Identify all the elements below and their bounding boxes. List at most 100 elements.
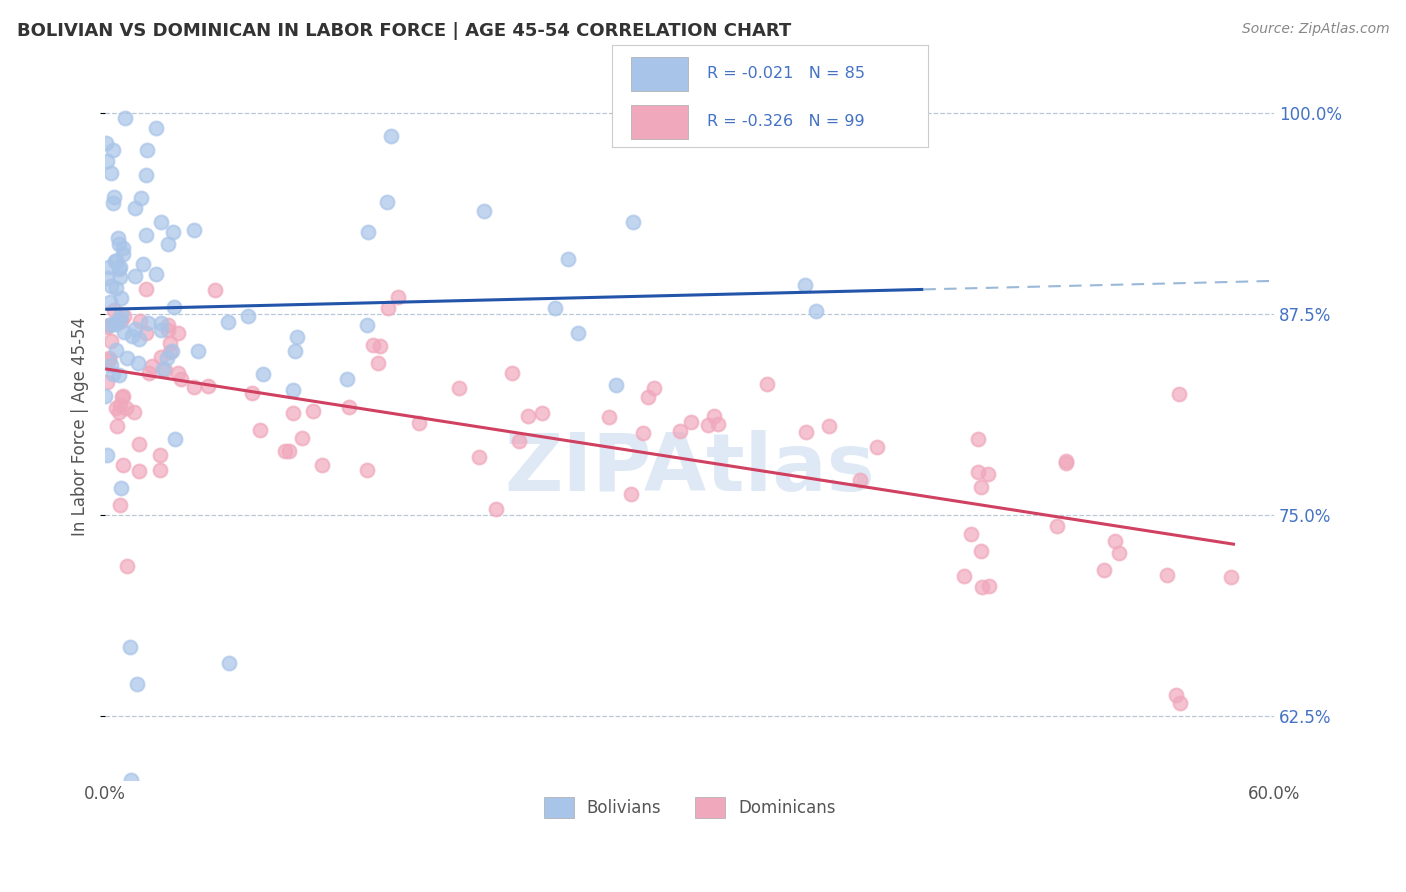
Point xyxy=(128,436,150,450)
Point xyxy=(281,383,304,397)
Point xyxy=(283,406,305,420)
Point xyxy=(1168,386,1191,401)
Point xyxy=(105,343,128,358)
Point xyxy=(474,204,496,219)
Point xyxy=(408,416,430,430)
Point xyxy=(167,366,190,380)
Point xyxy=(152,362,174,376)
Point xyxy=(100,279,122,293)
Point xyxy=(94,136,117,150)
Point xyxy=(598,410,620,425)
Point xyxy=(337,400,360,414)
Point xyxy=(1054,453,1077,467)
Point xyxy=(149,323,172,337)
Point xyxy=(103,303,125,318)
Point xyxy=(311,458,333,472)
FancyBboxPatch shape xyxy=(630,105,688,139)
Point xyxy=(361,338,384,352)
Point xyxy=(107,230,129,244)
Point xyxy=(98,318,121,332)
Text: Source: ZipAtlas.com: Source: ZipAtlas.com xyxy=(1241,22,1389,37)
Point xyxy=(697,418,720,433)
Point xyxy=(368,338,391,352)
Point xyxy=(621,215,644,229)
Point xyxy=(252,367,274,381)
Point xyxy=(277,444,299,458)
Point xyxy=(967,465,990,479)
Point xyxy=(756,377,779,392)
Point xyxy=(101,143,124,157)
Point xyxy=(357,225,380,239)
Point xyxy=(1054,456,1077,470)
Point xyxy=(1220,570,1243,584)
Text: R = -0.326   N = 99: R = -0.326 N = 99 xyxy=(707,114,865,129)
Point xyxy=(707,417,730,431)
Point xyxy=(794,425,817,440)
Point xyxy=(157,318,180,332)
Point xyxy=(1092,563,1115,577)
Point xyxy=(136,317,159,331)
Point xyxy=(96,270,118,285)
Point xyxy=(150,350,173,364)
Point xyxy=(100,358,122,372)
Point xyxy=(249,423,271,437)
Point xyxy=(124,268,146,283)
Point xyxy=(387,290,409,304)
Point xyxy=(128,464,150,478)
Point xyxy=(1156,567,1178,582)
Point xyxy=(967,433,990,447)
Point xyxy=(115,401,138,416)
Point xyxy=(149,448,172,462)
Point xyxy=(150,215,173,229)
Point xyxy=(96,448,118,462)
Point xyxy=(128,332,150,346)
Point xyxy=(183,380,205,394)
Point xyxy=(959,526,981,541)
Point xyxy=(302,403,325,417)
Point xyxy=(120,773,142,788)
Point xyxy=(197,379,219,393)
Text: R = -0.021   N = 85: R = -0.021 N = 85 xyxy=(707,66,865,81)
Point xyxy=(108,237,131,252)
Point xyxy=(110,260,132,275)
Point xyxy=(127,356,149,370)
Point xyxy=(125,677,148,691)
Point xyxy=(96,375,118,389)
Point xyxy=(170,372,193,386)
Point xyxy=(620,486,643,500)
Point xyxy=(141,359,163,373)
Point xyxy=(124,321,146,335)
Point xyxy=(557,252,579,266)
Point xyxy=(605,378,627,392)
Point xyxy=(240,385,263,400)
Point xyxy=(105,254,128,268)
Point xyxy=(135,143,157,157)
Point xyxy=(129,191,152,205)
Point xyxy=(637,390,659,404)
Point xyxy=(101,195,124,210)
Point xyxy=(501,366,523,380)
Point xyxy=(135,326,157,340)
Point xyxy=(138,366,160,380)
Point xyxy=(156,237,179,252)
Point xyxy=(669,424,692,438)
Point xyxy=(285,329,308,343)
Point xyxy=(1104,534,1126,549)
Point xyxy=(100,295,122,310)
Point xyxy=(284,344,307,359)
Point xyxy=(105,401,128,416)
Point xyxy=(567,326,589,340)
Point xyxy=(122,404,145,418)
Point xyxy=(107,262,129,277)
Point xyxy=(112,389,135,403)
Point xyxy=(104,254,127,268)
Point xyxy=(530,406,553,420)
Point xyxy=(105,317,128,331)
Point xyxy=(217,315,239,329)
Point xyxy=(508,434,530,449)
Point xyxy=(132,257,155,271)
Point xyxy=(110,307,132,321)
Point xyxy=(1108,546,1130,560)
Point xyxy=(162,225,184,239)
Point xyxy=(970,480,993,494)
